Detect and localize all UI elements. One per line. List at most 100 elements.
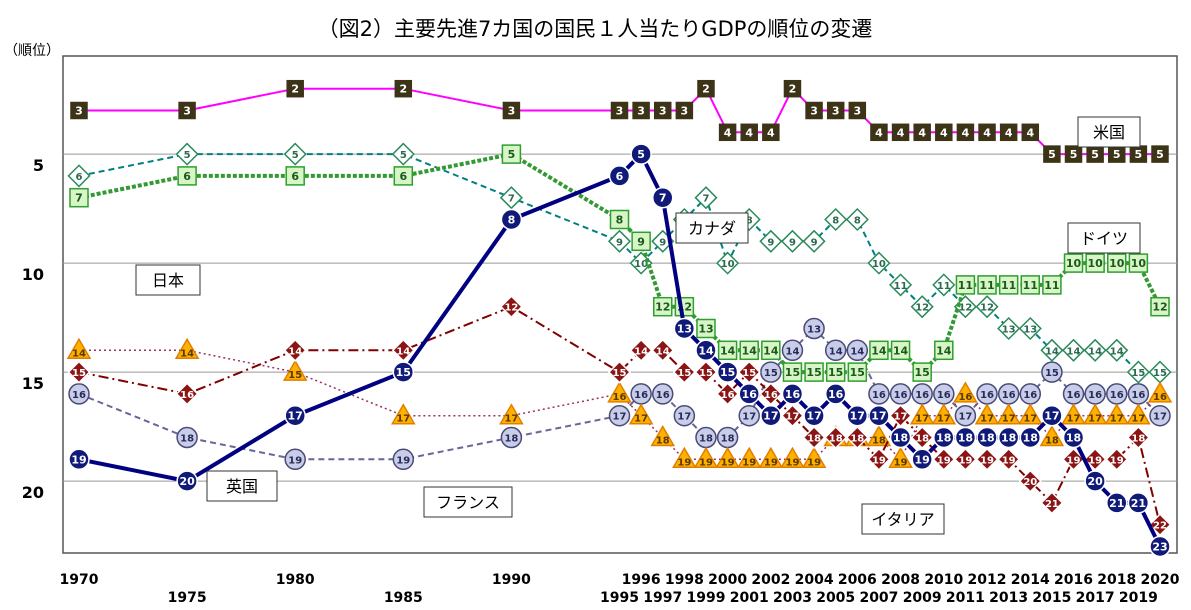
x-tick-label: 2011: [946, 590, 985, 606]
data-point-marker: [70, 101, 88, 120]
data-point-marker: [868, 383, 890, 405]
series-label: フランス: [436, 493, 500, 512]
x-tick-label: 2001: [730, 590, 769, 606]
data-label: 4: [875, 126, 883, 139]
y-tick-label: 10: [22, 265, 44, 284]
data-point-marker: [736, 446, 762, 469]
data-label: 20: [179, 475, 195, 488]
data-label: 16: [1131, 390, 1145, 401]
data-point-marker: [716, 361, 739, 383]
data-label: 12: [915, 303, 929, 314]
data-point-marker: [848, 101, 867, 120]
data-point-marker: [1061, 338, 1086, 362]
x-tick-label: 1998: [665, 572, 704, 588]
y-axis-label: （順位）: [4, 43, 60, 59]
data-point-marker: [696, 318, 716, 339]
data-point-marker: [824, 383, 847, 405]
data-label: 9: [637, 235, 645, 248]
data-label: 3: [810, 105, 818, 118]
data-label: 18: [915, 434, 929, 445]
series-label: ドイツ: [1080, 229, 1128, 248]
data-label: 14: [720, 344, 736, 357]
data-label: 17: [871, 410, 886, 423]
data-label: 16: [894, 390, 908, 401]
data-point-marker: [175, 142, 199, 166]
data-label: 15: [720, 366, 735, 379]
data-label: 16: [180, 390, 194, 401]
series-label-box: [675, 212, 749, 244]
data-label: 7: [75, 192, 83, 205]
data-label: 18: [721, 434, 735, 445]
data-label: 19: [980, 455, 994, 466]
data-label: 3: [508, 105, 516, 118]
data-point-marker: [934, 340, 954, 361]
data-label: 16: [872, 390, 886, 401]
data-label: 18: [1023, 432, 1038, 445]
data-label: 16: [72, 390, 86, 401]
data-point-marker: [1148, 513, 1172, 537]
data-label: 16: [980, 390, 994, 401]
data-point-marker: [69, 187, 89, 208]
data-point-marker: [1039, 425, 1065, 447]
data-point-marker: [997, 426, 1020, 449]
data-label: 10: [721, 259, 735, 270]
data-label: 17: [894, 412, 908, 423]
x-tick-label: 2000: [708, 572, 747, 588]
data-point-marker: [956, 123, 975, 142]
data-label: 18: [504, 434, 518, 445]
x-tick-label: 1985: [384, 590, 423, 606]
data-point-marker: [608, 165, 631, 187]
data-point-marker: [693, 446, 719, 469]
data-point-marker: [1126, 425, 1150, 450]
data-point-marker: [935, 123, 953, 142]
x-axis-ticks: 1970 1980 1990 1996 1998 2000 2002 2004 2006 2008…: [60, 572, 1180, 606]
data-label: 12: [655, 301, 670, 314]
data-point-marker: [1085, 253, 1105, 273]
data-label: 15: [677, 368, 691, 379]
data-label: 15: [806, 366, 821, 379]
data-label: 19: [785, 457, 799, 468]
data-point-marker: [845, 207, 869, 232]
series-label: 英国: [226, 477, 258, 496]
data-point-marker: [1040, 338, 1064, 362]
data-point-marker: [802, 425, 826, 450]
x-tick-label: 2003: [773, 590, 812, 606]
data-point-marker: [910, 425, 934, 450]
data-point-marker: [889, 383, 912, 405]
data-label: 13: [698, 323, 713, 336]
data-point-marker: [888, 273, 913, 297]
data-point-marker: [285, 166, 305, 186]
data-label: 14: [72, 348, 86, 359]
data-point-marker: [175, 382, 199, 406]
data-label: 9: [659, 237, 666, 248]
data-point-marker: [631, 231, 651, 252]
data-point-marker: [825, 362, 846, 382]
data-point-marker: [502, 101, 521, 120]
data-label: 12: [504, 303, 518, 314]
data-point-marker: [607, 381, 632, 403]
data-point-marker: [953, 447, 977, 471]
x-tick-label: 1996: [622, 572, 661, 588]
data-label: 17: [613, 412, 627, 423]
data-label: 14: [893, 344, 909, 357]
data-label: 18: [656, 436, 670, 447]
data-label: 4: [918, 126, 926, 139]
y-axis-ticks: 5 10 15 20: [22, 156, 44, 502]
data-label: 17: [915, 414, 929, 425]
data-point-marker: [846, 339, 869, 362]
data-point-marker: [780, 229, 805, 253]
data-label: 16: [742, 388, 758, 401]
data-label: 5: [184, 150, 191, 161]
series-英国: 16 18 19 19 18 17 16 16 17 18 18 17 15 14 13 14 14 16 16 16…: [68, 317, 1171, 471]
data-label: 17: [634, 414, 648, 425]
data-point-marker: [694, 360, 718, 384]
data-point-marker: [975, 295, 999, 319]
data-label: 16: [1088, 390, 1102, 401]
data-point-marker: [805, 101, 823, 120]
data-label: 14: [1088, 346, 1102, 357]
x-tick-label: 2014: [1011, 572, 1050, 588]
data-label: 16: [1023, 390, 1037, 401]
data-point-marker: [976, 426, 998, 449]
data-point-marker: [783, 79, 802, 98]
data-label: 17: [1131, 414, 1145, 425]
